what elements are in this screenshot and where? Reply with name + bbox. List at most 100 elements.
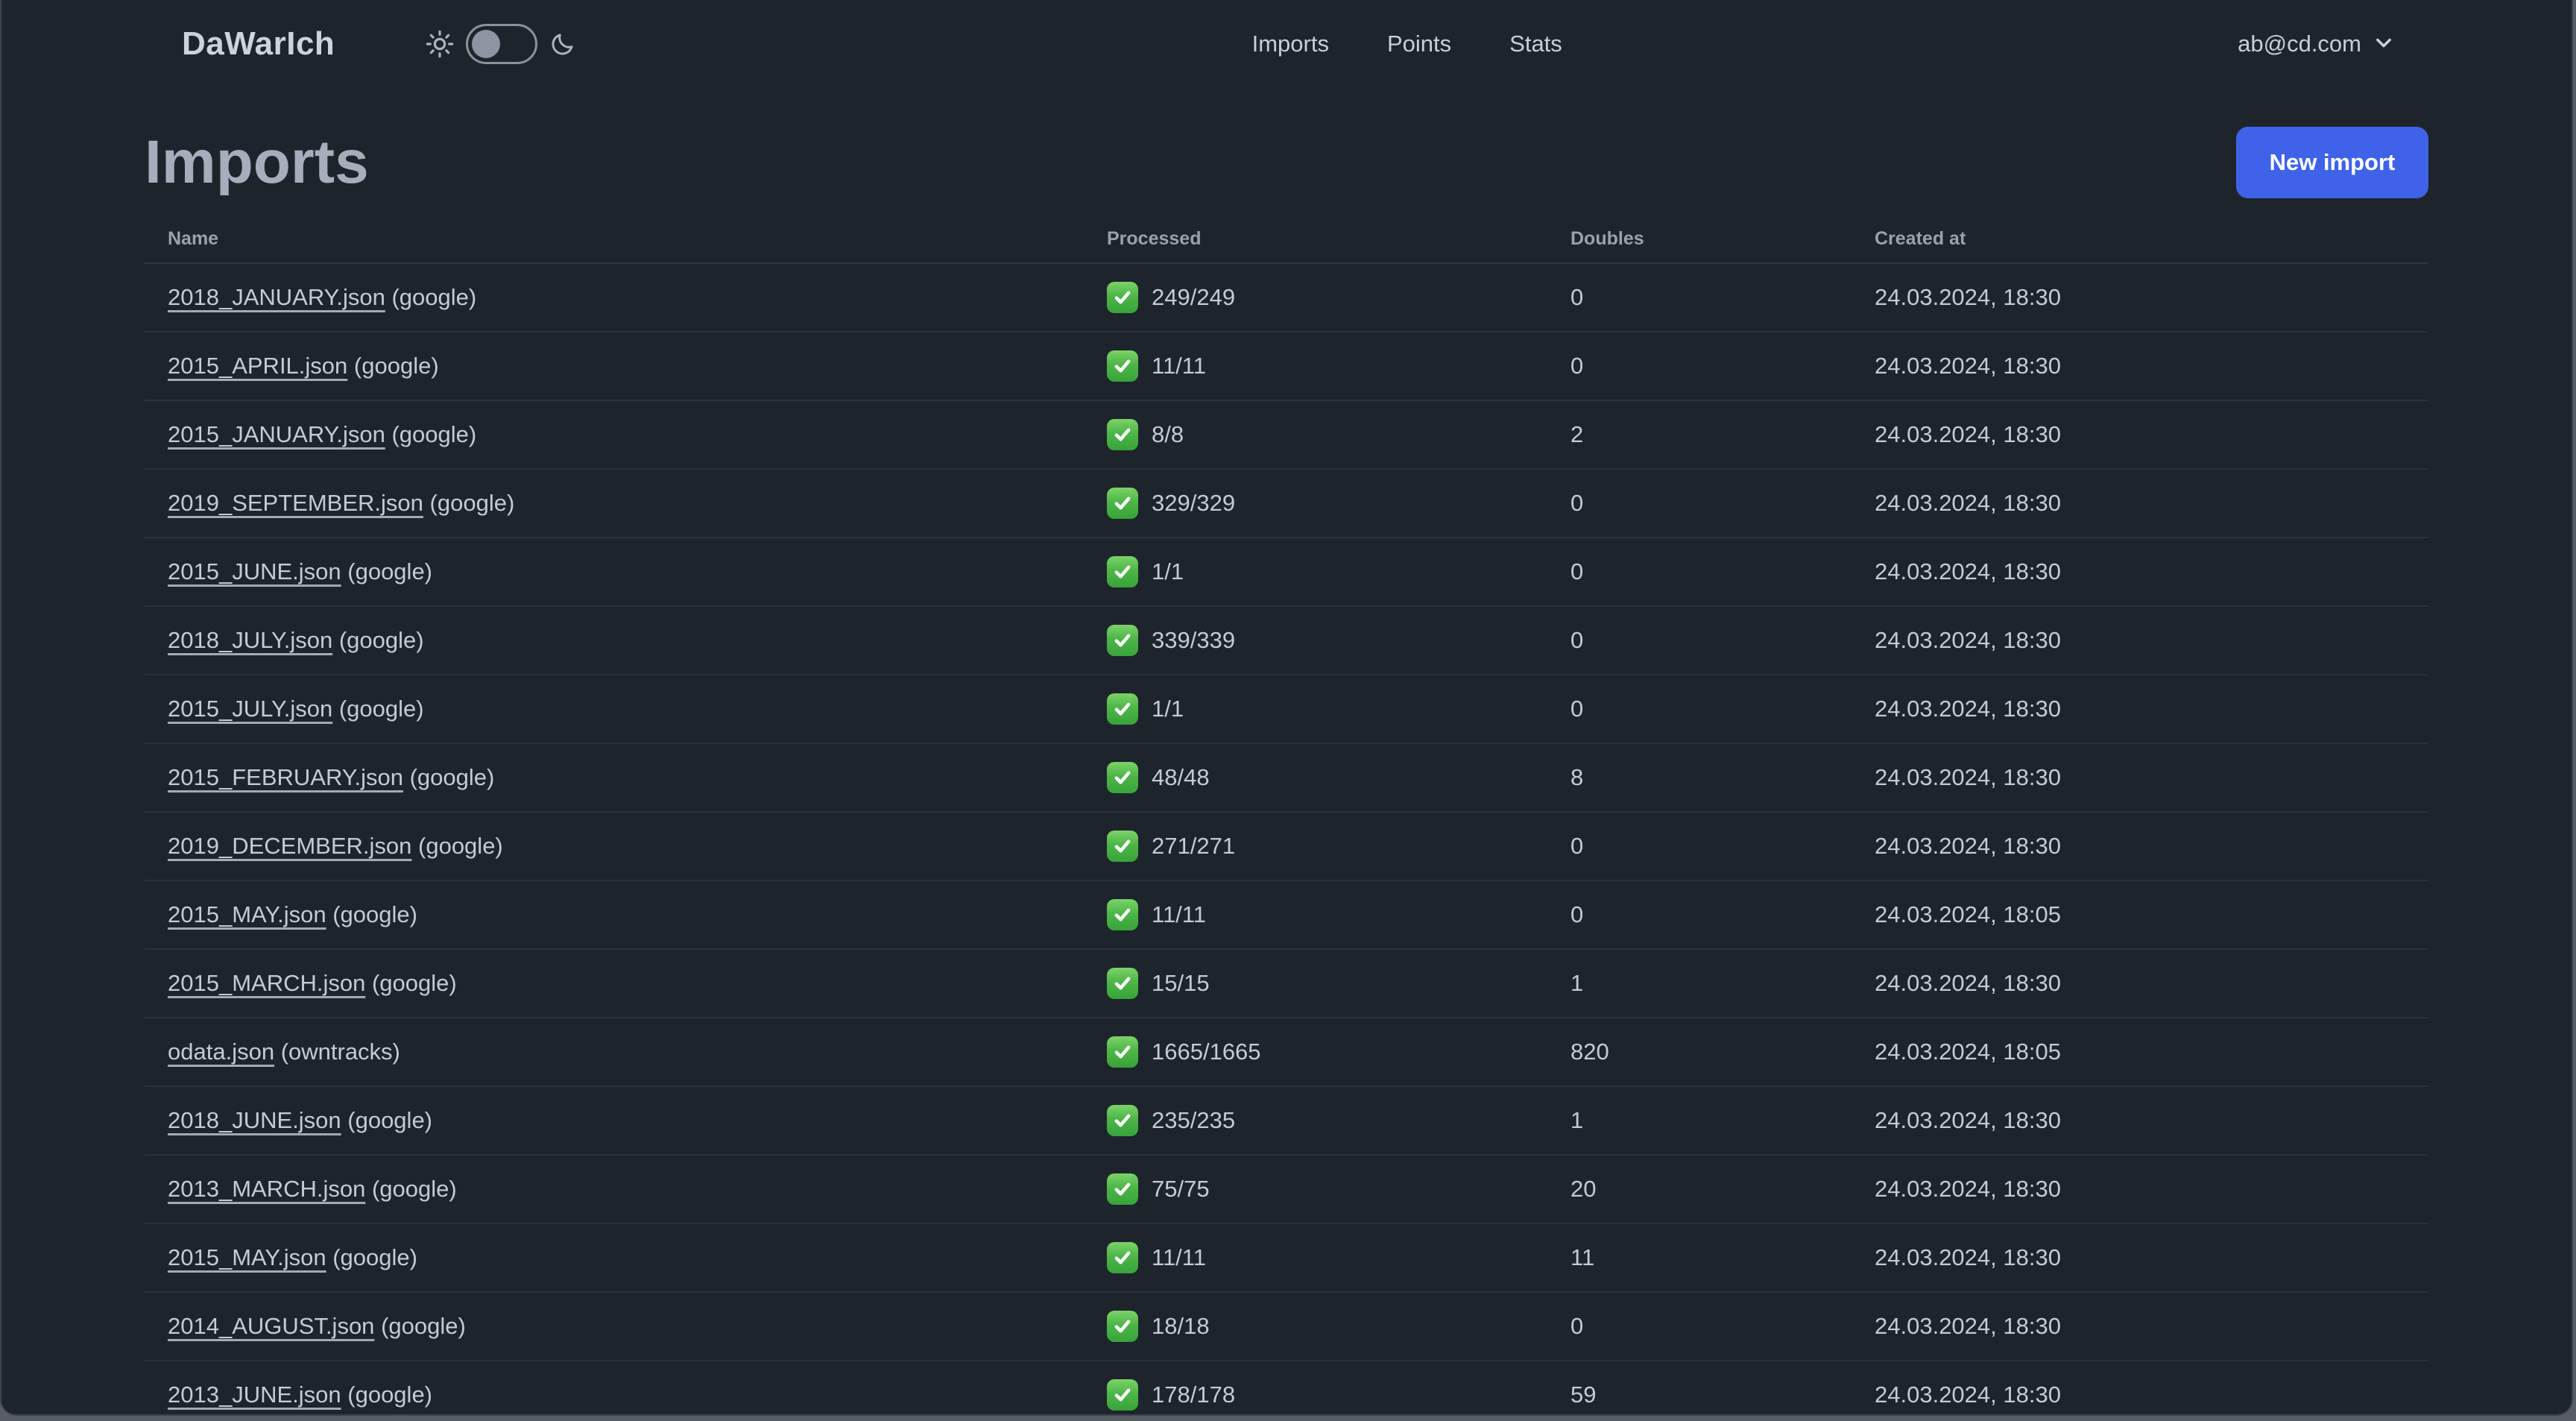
import-created-at-cell: 24.03.2024, 18:30 xyxy=(1875,764,2061,790)
import-file-link[interactable]: 2015_MARCH.json xyxy=(168,970,366,996)
table-row: 2013_MARCH.json (google) 75/75 20 24.03.… xyxy=(145,1156,2428,1224)
import-file-link[interactable]: 2015_JANUARY.json xyxy=(168,421,385,447)
success-check-icon xyxy=(1107,831,1138,862)
table-header-row: Name Processed Doubles Created at xyxy=(145,215,2428,264)
import-created-at-cell: 24.03.2024, 18:30 xyxy=(1875,490,2061,516)
processed-count: 1/1 xyxy=(1152,696,1184,722)
processed-count: 11/11 xyxy=(1152,353,1206,379)
nav-item-stats[interactable]: Stats xyxy=(1509,31,1562,57)
import-file-link[interactable]: 2014_AUGUST.json xyxy=(168,1313,375,1339)
table-row: 2015_APRIL.json (google) 11/11 0 24.03.2… xyxy=(145,333,2428,401)
account-email: ab@cd.com xyxy=(2238,31,2361,57)
import-doubles-cell: 820 xyxy=(1570,1039,1609,1065)
import-doubles-cell: 59 xyxy=(1570,1381,1597,1408)
import-created-at-cell: 24.03.2024, 18:30 xyxy=(1875,696,2061,722)
import-name-cell: 2019_SEPTEMBER.json (google) xyxy=(168,490,1107,517)
processed-count: 11/11 xyxy=(1152,1244,1206,1270)
import-file-link[interactable]: 2013_JUNE.json xyxy=(168,1381,341,1408)
table-row: 2018_JULY.json (google) 339/339 0 24.03.… xyxy=(145,607,2428,675)
success-check-icon xyxy=(1107,556,1138,587)
import-file-link[interactable]: 2015_JULY.json xyxy=(168,696,333,722)
import-name-cell: odata.json (owntracks) xyxy=(168,1039,1107,1065)
import-file-link[interactable]: 2018_JUNE.json xyxy=(168,1107,341,1133)
success-check-icon xyxy=(1107,1242,1138,1273)
column-header-doubles: Doubles xyxy=(1570,227,1644,249)
import-processed-cell: 8/8 xyxy=(1107,419,1570,450)
chevron-down-icon xyxy=(2373,32,2394,57)
import-processed-cell: 75/75 xyxy=(1107,1173,1570,1205)
import-source-label: (google) xyxy=(347,1107,433,1133)
import-doubles-cell: 0 xyxy=(1570,490,1584,516)
import-source-label: (google) xyxy=(429,490,515,516)
import-created-at-cell: 24.03.2024, 18:30 xyxy=(1875,1107,2061,1133)
app-logo: DaWarIch xyxy=(182,25,335,62)
new-import-button[interactable]: New import xyxy=(2236,127,2428,198)
theme-switch[interactable] xyxy=(466,24,538,64)
import-processed-cell: 329/329 xyxy=(1107,488,1570,519)
import-name-cell: 2015_MARCH.json (google) xyxy=(168,970,1107,997)
import-created-at-cell: 24.03.2024, 18:30 xyxy=(1875,1176,2061,1202)
import-processed-cell: 11/11 xyxy=(1107,350,1570,382)
import-source-label: (google) xyxy=(338,627,424,653)
table-row: 2015_JANUARY.json (google) 8/8 2 24.03.2… xyxy=(145,401,2428,470)
import-file-link[interactable]: 2019_SEPTEMBER.json xyxy=(168,490,423,516)
import-source-label: (google) xyxy=(418,833,503,859)
column-header-processed: Processed xyxy=(1107,227,1202,249)
import-name-cell: 2018_JULY.json (google) xyxy=(168,627,1107,654)
success-check-icon xyxy=(1107,488,1138,519)
import-name-cell: 2018_JANUARY.json (google) xyxy=(168,284,1107,311)
processed-count: 249/249 xyxy=(1152,284,1236,310)
nav-item-points[interactable]: Points xyxy=(1386,31,1452,57)
import-source-label: (google) xyxy=(347,558,433,585)
table-body: 2018_JANUARY.json (google) 249/249 0 24.… xyxy=(145,264,2428,1414)
import-processed-cell: 15/15 xyxy=(1107,968,1570,999)
table-row: 2014_AUGUST.json (google) 18/18 0 24.03.… xyxy=(145,1293,2428,1361)
import-source-label: (google) xyxy=(371,1176,457,1202)
account-menu[interactable]: ab@cd.com xyxy=(2238,31,2394,57)
import-processed-cell: 18/18 xyxy=(1107,1311,1570,1342)
import-name-cell: 2013_JUNE.json (google) xyxy=(168,1381,1107,1408)
import-file-link[interactable]: 2018_JULY.json xyxy=(168,627,333,653)
import-name-cell: 2015_FEBRUARY.json (google) xyxy=(168,764,1107,791)
import-name-cell: 2014_AUGUST.json (google) xyxy=(168,1313,1107,1340)
import-file-link[interactable]: 2019_DECEMBER.json xyxy=(168,833,412,859)
table-row: 2015_MAY.json (google) 11/11 11 24.03.20… xyxy=(145,1224,2428,1293)
success-check-icon xyxy=(1107,762,1138,793)
processed-count: 8/8 xyxy=(1152,421,1184,447)
table-row: 2015_FEBRUARY.json (google) 48/48 8 24.0… xyxy=(145,744,2428,813)
import-processed-cell: 235/235 xyxy=(1107,1105,1570,1136)
top-navbar: DaWarIch xyxy=(1,0,2572,88)
processed-count: 1/1 xyxy=(1152,558,1184,585)
success-check-icon xyxy=(1107,282,1138,313)
nav-item-imports[interactable]: Imports xyxy=(1251,31,1329,57)
import-file-link[interactable]: 2015_JUNE.json xyxy=(168,558,341,585)
processed-count: 11/11 xyxy=(1152,901,1206,927)
import-created-at-cell: 24.03.2024, 18:30 xyxy=(1875,970,2061,996)
success-check-icon xyxy=(1107,1379,1138,1411)
import-doubles-cell: 11 xyxy=(1570,1244,1595,1270)
column-header-created-at: Created at xyxy=(1875,227,1966,249)
import-file-link[interactable]: 2015_FEBRUARY.json xyxy=(168,764,403,790)
import-file-link[interactable]: 2013_MARCH.json xyxy=(168,1176,366,1202)
import-file-link[interactable]: 2015_MAY.json xyxy=(168,901,326,927)
import-doubles-cell: 20 xyxy=(1570,1176,1597,1202)
import-doubles-cell: 1 xyxy=(1570,970,1584,996)
import-processed-cell: 1665/1665 xyxy=(1107,1036,1570,1068)
import-created-at-cell: 24.03.2024, 18:30 xyxy=(1875,558,2061,585)
table-row: 2013_JUNE.json (google) 178/178 59 24.03… xyxy=(145,1361,2428,1414)
import-processed-cell: 48/48 xyxy=(1107,762,1570,793)
import-file-link[interactable]: 2015_MAY.json xyxy=(168,1244,326,1270)
import-source-label: (owntracks) xyxy=(280,1039,400,1065)
import-file-link[interactable]: odata.json xyxy=(168,1039,275,1065)
success-check-icon xyxy=(1107,350,1138,382)
table-row: 2019_SEPTEMBER.json (google) 329/329 0 2… xyxy=(145,470,2428,538)
import-created-at-cell: 24.03.2024, 18:30 xyxy=(1875,421,2061,447)
import-file-link[interactable]: 2015_APRIL.json xyxy=(168,353,348,379)
table-row: 2019_DECEMBER.json (google) 271/271 0 24… xyxy=(145,813,2428,881)
import-file-link[interactable]: 2018_JANUARY.json xyxy=(168,284,385,310)
import-processed-cell: 339/339 xyxy=(1107,625,1570,656)
import-name-cell: 2015_JANUARY.json (google) xyxy=(168,421,1107,448)
import-doubles-cell: 1 xyxy=(1570,1107,1584,1133)
processed-count: 75/75 xyxy=(1152,1176,1210,1202)
